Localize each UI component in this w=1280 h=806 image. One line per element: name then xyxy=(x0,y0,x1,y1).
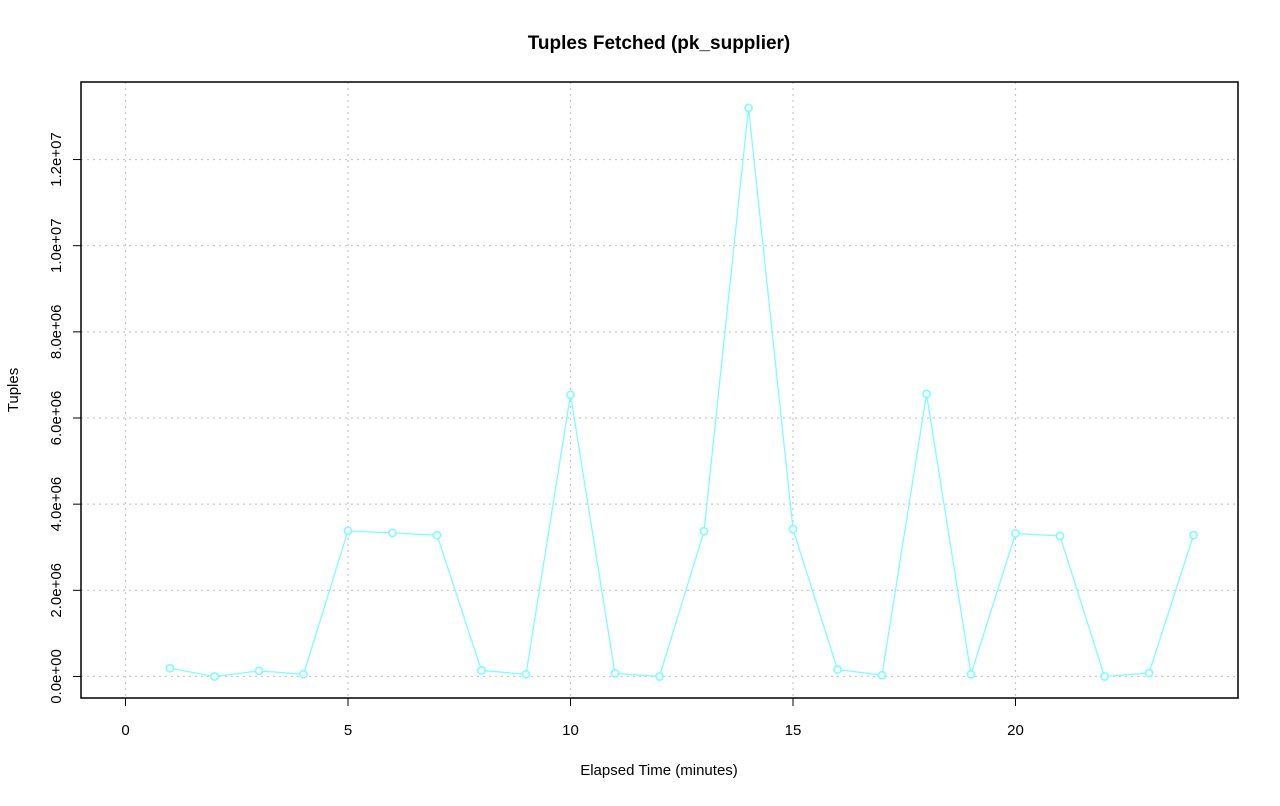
data-point xyxy=(788,524,798,534)
data-point xyxy=(922,389,931,399)
data-point xyxy=(165,663,175,673)
y-tick-label: 6.0e+06 xyxy=(48,391,65,446)
data-point xyxy=(744,103,753,113)
data-point xyxy=(833,665,842,674)
y-tick-label: 1.2e+07 xyxy=(48,132,65,187)
data-point xyxy=(655,672,664,681)
x-tick-label: 0 xyxy=(121,722,129,739)
y-tick-label: 8.0e+06 xyxy=(48,305,65,360)
x-tick-label: 20 xyxy=(1007,722,1024,739)
data-point xyxy=(299,669,308,679)
data-point xyxy=(477,666,486,675)
data-point xyxy=(1144,668,1154,678)
series-line xyxy=(169,107,1195,678)
data-point xyxy=(343,526,353,536)
x-tick-label: 10 xyxy=(562,722,579,739)
data-point xyxy=(1055,531,1065,541)
data-point xyxy=(1011,529,1020,538)
data-point xyxy=(877,670,887,680)
y-tick-label: 0.0e+00 xyxy=(48,649,65,704)
x-tick-label: 15 xyxy=(785,722,802,739)
data-point xyxy=(610,669,620,678)
data-points xyxy=(165,103,1198,681)
data-point xyxy=(1100,672,1109,681)
data-point xyxy=(521,669,531,679)
x-axis: 0 5 10 15 20 xyxy=(121,697,1024,739)
data-point xyxy=(432,530,442,540)
y-tick-label: 4.0e+06 xyxy=(48,477,65,532)
y-axis-title: Tuples xyxy=(5,368,22,412)
grid-lines xyxy=(81,82,1238,698)
x-tick-label: 5 xyxy=(344,722,352,739)
chart-title: Tuples Fetched (pk_supplier) xyxy=(528,33,791,54)
data-point xyxy=(966,669,976,679)
data-point xyxy=(566,390,575,400)
y-tick-label: 2.0e+06 xyxy=(48,563,65,618)
x-axis-title: Elapsed Time (minutes) xyxy=(580,762,738,779)
data-point xyxy=(699,526,709,536)
y-tick-label: 1.0e+07 xyxy=(48,218,65,273)
data-point xyxy=(1189,530,1198,540)
data-point xyxy=(254,666,264,676)
y-axis: 0.0e+00 2.0e+06 4.0e+06 6.0e+06 8.0e+06 1.0e+… xyxy=(48,132,82,704)
data-point xyxy=(388,528,397,538)
data-point xyxy=(210,672,219,681)
